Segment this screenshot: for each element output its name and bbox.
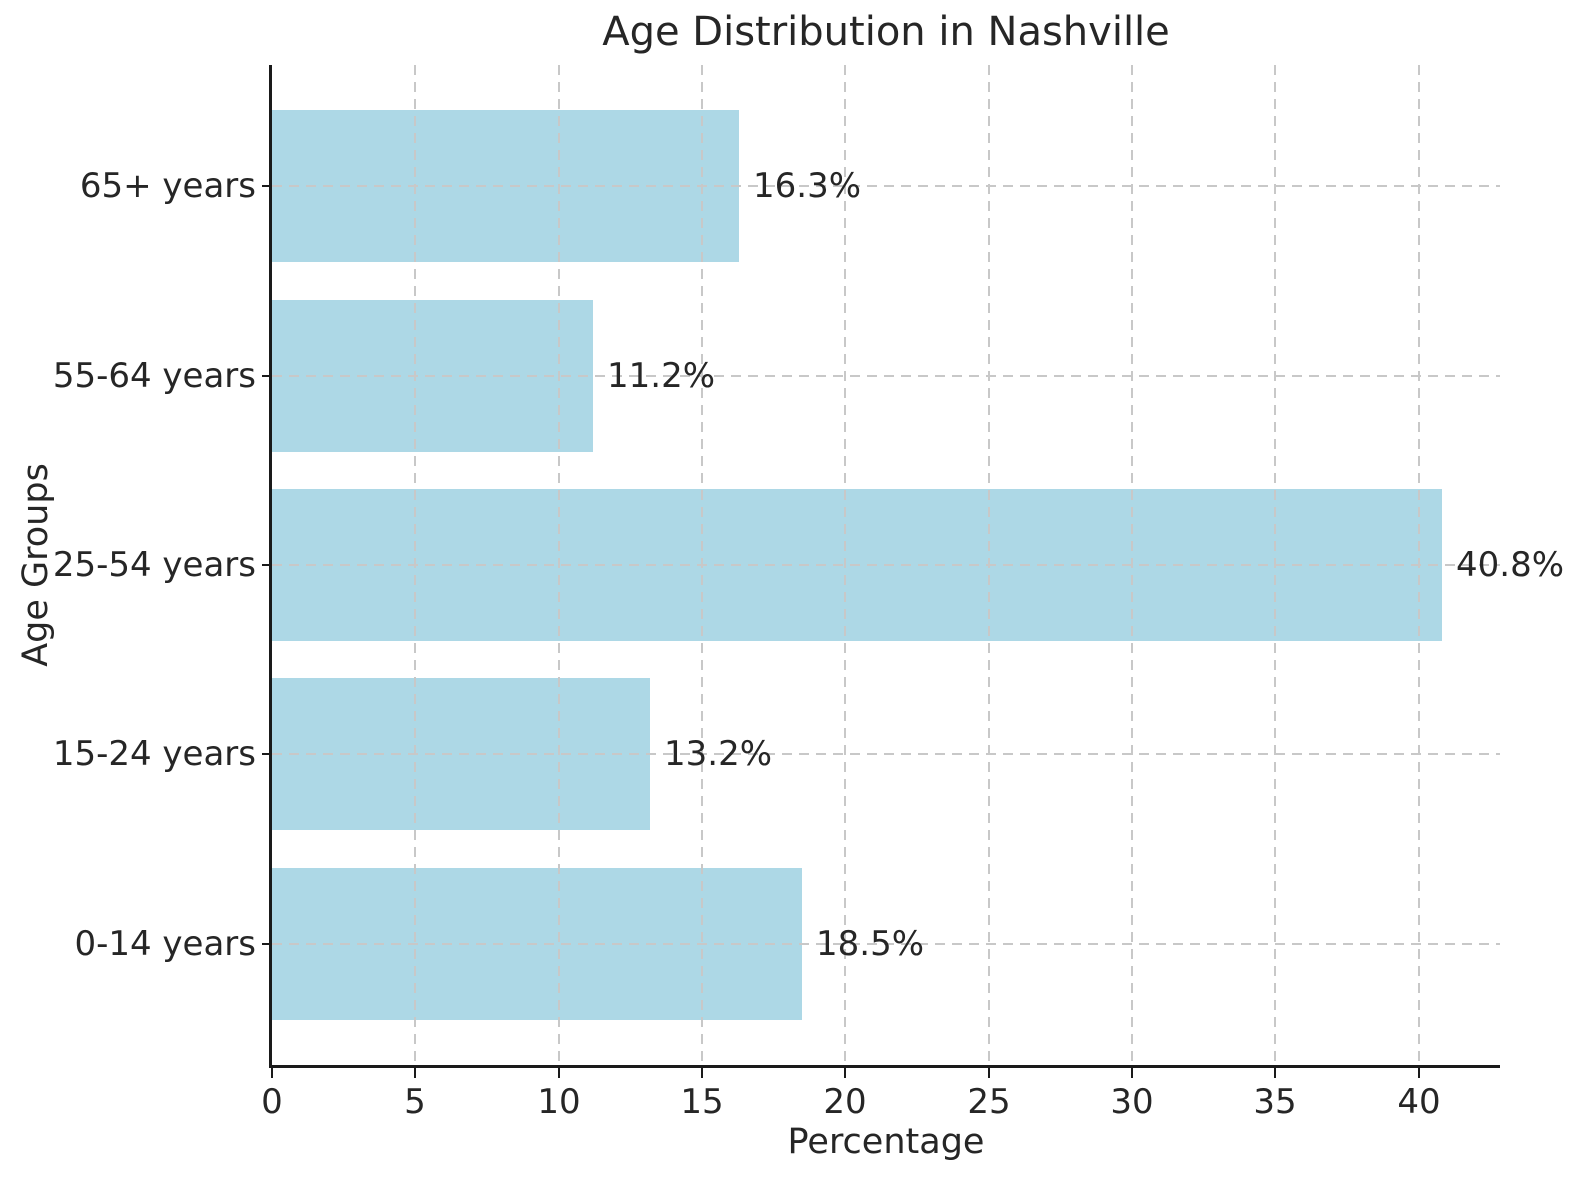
gridline-horizontal (272, 753, 1500, 755)
x-tick-mark (558, 1065, 560, 1078)
y-tick-label: 55-64 years (52, 356, 256, 396)
y-tick-label: 25-54 years (52, 545, 256, 585)
x-tick-mark (1418, 1065, 1420, 1078)
x-axis-title: Percentage (787, 1122, 985, 1162)
y-tick-label: 15-24 years (52, 734, 256, 774)
y-tick-mark (262, 564, 272, 566)
x-tick-label: 30 (1110, 1082, 1154, 1122)
bar-value-label: 11.2% (607, 356, 716, 396)
bar-value-label: 40.8% (1456, 545, 1565, 585)
x-tick-label: 5 (404, 1082, 426, 1122)
bar-value-label: 13.2% (664, 734, 773, 774)
y-tick-mark (262, 943, 272, 945)
gridline-horizontal (272, 943, 1500, 945)
x-tick-mark (1131, 1065, 1133, 1078)
x-tick-mark (701, 1065, 703, 1078)
y-axis-title: Age Groups (16, 463, 56, 667)
x-tick-label: 20 (823, 1082, 867, 1122)
gridline-horizontal (272, 375, 1500, 377)
y-axis-line (269, 65, 272, 1068)
x-axis-line (269, 1065, 1500, 1068)
x-tick-label: 15 (680, 1082, 724, 1122)
x-tick-label: 25 (967, 1082, 1011, 1122)
x-tick-mark (988, 1065, 990, 1078)
y-tick-label: 65+ years (79, 166, 256, 206)
x-tick-label: 40 (1397, 1082, 1441, 1122)
bar-value-label: 18.5% (816, 924, 925, 964)
x-tick-label: 35 (1253, 1082, 1297, 1122)
x-tick-mark (271, 1065, 273, 1078)
y-tick-mark (262, 185, 272, 187)
gridline-horizontal (272, 564, 1500, 566)
gridline-horizontal (272, 185, 1500, 187)
x-tick-label: 0 (261, 1082, 283, 1122)
y-tick-label: 0-14 years (74, 924, 256, 964)
x-tick-mark (414, 1065, 416, 1078)
x-tick-label: 10 (537, 1082, 581, 1122)
y-tick-mark (262, 753, 272, 755)
x-tick-mark (1274, 1065, 1276, 1078)
bar-value-label: 16.3% (753, 166, 862, 206)
x-tick-mark (844, 1065, 846, 1078)
y-tick-mark (262, 375, 272, 377)
chart-title: Age Distribution in Nashville (602, 9, 1170, 55)
